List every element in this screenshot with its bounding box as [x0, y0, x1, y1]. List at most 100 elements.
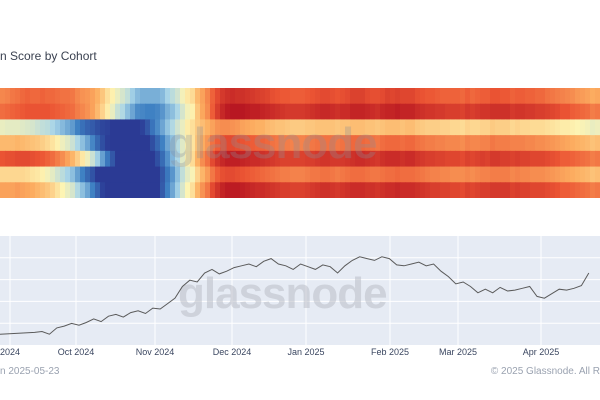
heatmap-cell	[185, 150, 191, 168]
heatmap-cell	[125, 119, 131, 136]
heatmap-cell	[90, 150, 96, 168]
heatmap-cell	[380, 182, 386, 198]
heatmap-cell	[265, 166, 271, 183]
heatmap-cell	[130, 135, 136, 152]
heatmap-cell	[550, 135, 556, 152]
heatmap-cell	[205, 150, 211, 168]
heatmap-cell	[325, 150, 331, 168]
heatmap-cell	[465, 103, 471, 121]
heatmap-cell	[405, 119, 411, 136]
heatmap-cell	[195, 135, 201, 152]
heatmap-cell	[195, 150, 201, 168]
heatmap-cell	[220, 135, 226, 152]
heatmap-cell	[535, 135, 541, 152]
x-axis-ticks: 2024 Oct 2024 Nov 2024 Dec 2024 Jan 2025 Feb …	[0, 347, 559, 357]
heatmap-cell	[65, 103, 71, 121]
heatmap-cell	[90, 103, 96, 121]
heatmap-cell	[525, 182, 531, 198]
heatmap-cell	[240, 150, 246, 168]
heatmap-cell	[220, 166, 226, 183]
heatmap-cell	[530, 88, 536, 105]
heatmap-cell	[230, 182, 236, 198]
heatmap-cell	[290, 150, 296, 168]
heatmap-cell	[10, 119, 16, 136]
heatmap-cell	[455, 150, 461, 168]
heatmap-cell	[140, 103, 146, 121]
heatmap-cell	[250, 166, 256, 183]
heatmap-cell	[555, 135, 561, 152]
heatmap-cell	[355, 103, 361, 121]
heatmap-cell	[10, 103, 16, 121]
heatmap-cell	[315, 182, 321, 198]
heatmap-cell	[480, 119, 486, 136]
heatmap-cell	[275, 88, 281, 105]
heatmap-cell	[285, 150, 291, 168]
heatmap-cell	[185, 166, 191, 183]
heatmap-cell	[275, 135, 281, 152]
heatmap-cell	[430, 103, 436, 121]
heatmap-cell	[375, 135, 381, 152]
heatmap-cell	[515, 166, 521, 183]
heatmap-cell	[240, 182, 246, 198]
heatmap-cell	[5, 182, 11, 198]
heatmap-cell	[110, 150, 116, 168]
heatmap-cell	[480, 150, 486, 168]
heatmap-cell	[290, 166, 296, 183]
heatmap-cell	[380, 88, 386, 105]
heatmap-cell	[270, 150, 276, 168]
heatmap-cell	[480, 166, 486, 183]
heatmap-cell	[490, 88, 496, 105]
heatmap-cell	[225, 88, 231, 105]
heatmap-cell	[250, 103, 256, 121]
heatmap-cell	[275, 150, 281, 168]
heatmap-cell	[5, 88, 11, 105]
heatmap-cell	[450, 150, 456, 168]
heatmap-cell	[25, 103, 31, 121]
heatmap-cell	[95, 135, 101, 152]
heatmap-cell	[145, 166, 151, 183]
heatmap-cell	[255, 135, 261, 152]
heatmap-cell	[65, 150, 71, 168]
heatmap-cell	[120, 135, 126, 152]
heatmap-cell	[450, 182, 456, 198]
heatmap-cell	[285, 135, 291, 152]
heatmap-cell	[435, 150, 441, 168]
heatmap-cell	[565, 150, 571, 168]
heatmap-cell	[180, 166, 186, 183]
heatmap-cell	[230, 166, 236, 183]
heatmap-cell	[360, 182, 366, 198]
heatmap-cell	[545, 88, 551, 105]
heatmap-cell	[235, 166, 241, 183]
heatmap-cell	[225, 103, 231, 121]
cohort-heatmap: glassnode	[0, 88, 600, 198]
heatmap-cell	[0, 88, 6, 105]
heatmap-cell	[165, 182, 171, 198]
heatmap-cell	[375, 119, 381, 136]
heatmap-cell	[335, 166, 341, 183]
heatmap-cell	[240, 103, 246, 121]
x-tick-label: Nov 2024	[136, 347, 175, 357]
heatmap-cell	[230, 88, 236, 105]
heatmap-cell	[120, 182, 126, 198]
heatmap-cell	[240, 88, 246, 105]
heatmap-cell	[370, 119, 376, 136]
heatmap-cell	[35, 150, 41, 168]
heatmap-cell	[480, 182, 486, 198]
heatmap-cell	[320, 88, 326, 105]
heatmap-cell	[195, 166, 201, 183]
heatmap-cell	[490, 135, 496, 152]
heatmap-cell	[250, 88, 256, 105]
heatmap-cell	[235, 150, 241, 168]
heatmap-cell	[115, 182, 121, 198]
heatmap-cell	[10, 88, 16, 105]
heatmap-cell	[485, 103, 491, 121]
heatmap-cell	[420, 119, 426, 136]
heatmap-cell	[130, 150, 136, 168]
heatmap-cell	[125, 150, 131, 168]
heatmap-cell	[520, 88, 526, 105]
heatmap-cell	[390, 119, 396, 136]
heatmap-cell	[40, 166, 46, 183]
heatmap-cell	[160, 182, 166, 198]
heatmap-cell	[130, 182, 136, 198]
heatmap-cell	[325, 88, 331, 105]
